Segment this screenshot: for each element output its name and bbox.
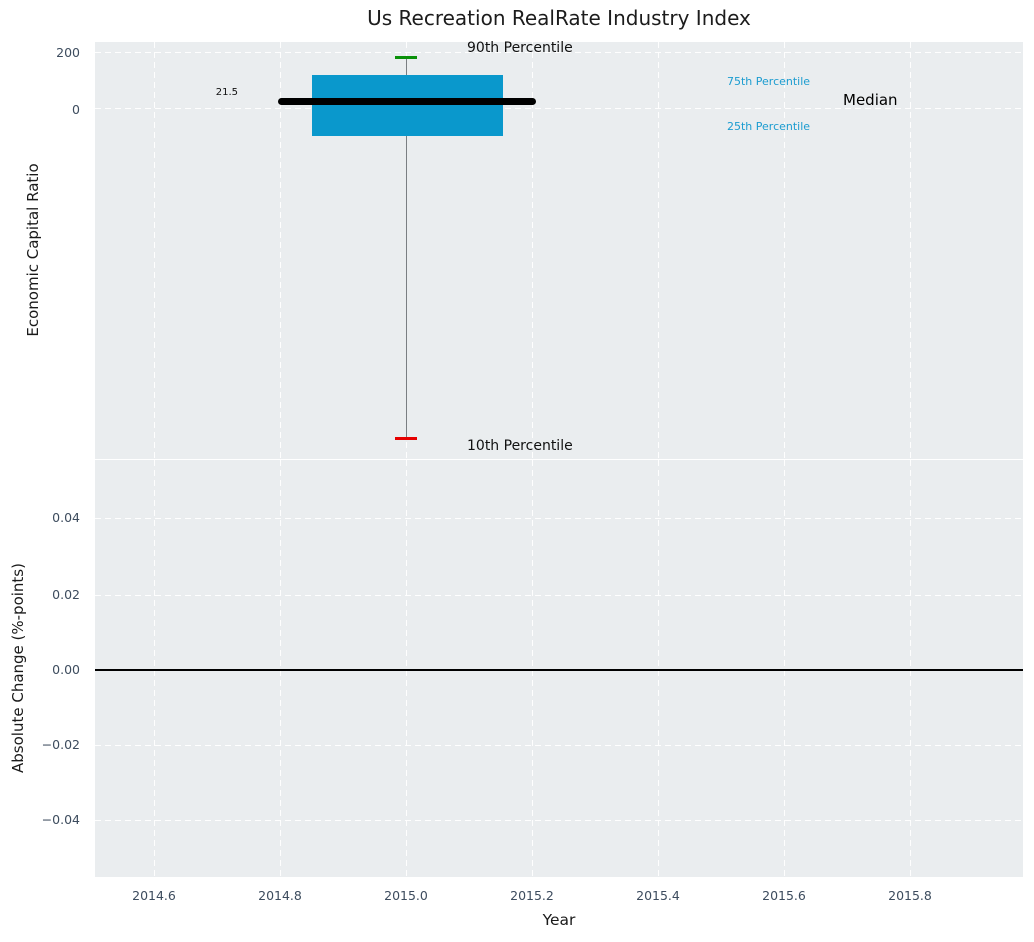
p75-label: 75th Percentile (727, 75, 811, 88)
xtick-2014-8: 2014.8 (258, 888, 302, 903)
gridline-vertical (154, 460, 155, 877)
median-label: Median (843, 91, 898, 109)
bottom-ytick-n004: −0.04 (41, 812, 80, 827)
gridline-vertical (658, 42, 659, 459)
xtick-2015-4: 2015.4 (636, 888, 680, 903)
bottom-subplot (95, 460, 1023, 877)
gridline-vertical (784, 460, 785, 877)
bottom-ytick-002: 0.02 (52, 587, 80, 602)
p10-label: 10th Percentile (467, 438, 573, 454)
gridline-vertical (784, 42, 785, 459)
bottom-ytick-n002: −0.02 (41, 737, 80, 752)
top-ytick-0: 0 (72, 102, 80, 117)
p25-label: 25th Percentile (727, 120, 811, 133)
gridline-vertical (280, 42, 281, 459)
median-value-label: 21.5 (215, 87, 238, 98)
bottom-ytick-000: 0.00 (52, 662, 80, 677)
p90-whisker-cap (395, 56, 417, 59)
gridline-vertical (406, 460, 407, 877)
gridline-horizontal (95, 820, 1023, 821)
x-axis-label: Year (542, 911, 576, 929)
top-ytick-200: 200 (56, 45, 80, 60)
gridline-vertical (532, 42, 533, 459)
median-line (278, 98, 536, 105)
gridline-horizontal (95, 745, 1023, 746)
top-y-axis-label: Economic Capital Ratio (24, 163, 42, 337)
xtick-2015-0: 2015.0 (384, 888, 428, 903)
xtick-2015-6: 2015.6 (762, 888, 806, 903)
gridline-vertical (910, 460, 911, 877)
iqr-box (312, 75, 503, 136)
chart-title: Us Recreation RealRate Industry Index (367, 6, 751, 30)
p90-label: 90th Percentile (467, 40, 573, 56)
gridline-vertical (154, 42, 155, 459)
gridline-vertical (532, 460, 533, 877)
xtick-2014-6: 2014.6 (132, 888, 176, 903)
bottom-y-axis-label: Absolute Change (%-points) (9, 563, 27, 773)
bottom-ytick-004: 0.04 (52, 510, 80, 525)
gridline-vertical (910, 42, 911, 459)
xtick-2015-2: 2015.2 (510, 888, 554, 903)
gridline-vertical (280, 460, 281, 877)
top-subplot: 90th Percentile 10th Percentile 75th Per… (95, 40, 1023, 459)
gridline-horizontal (95, 52, 1023, 53)
xtick-2015-8: 2015.8 (888, 888, 932, 903)
p10-whisker-cap (395, 437, 417, 440)
gridline-vertical (658, 460, 659, 877)
gridline-horizontal (95, 595, 1023, 596)
box-whisker-line (406, 57, 407, 438)
zero-reference-line (95, 669, 1023, 671)
gridline-horizontal (95, 108, 1023, 109)
gridline-horizontal (95, 518, 1023, 519)
